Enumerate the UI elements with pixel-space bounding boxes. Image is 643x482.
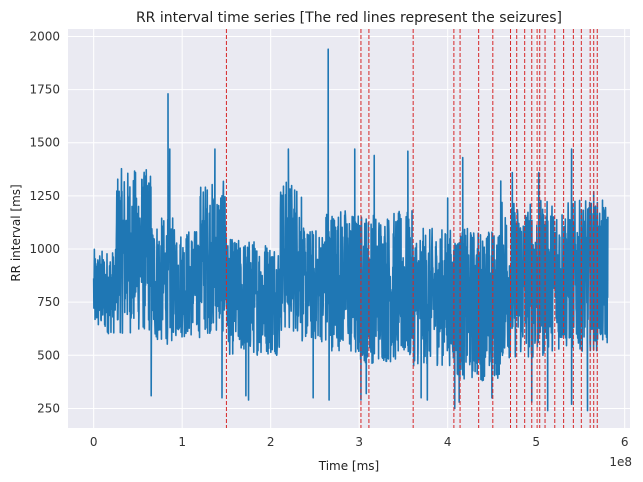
y-tick-label: 250 [37, 401, 60, 415]
y-tick-label: 1250 [29, 189, 60, 203]
x-tick-label: 0 [90, 435, 98, 449]
y-tick-label: 1000 [29, 242, 60, 256]
y-tick-label: 1500 [29, 136, 60, 150]
y-tick-label: 750 [37, 295, 60, 309]
x-axis-label: Time [ms] [318, 459, 380, 473]
x-tick-label: 2 [267, 435, 275, 449]
x-tick-label: 3 [355, 435, 363, 449]
rr-interval-line [92, 48, 609, 412]
seizure-lines [225, 29, 598, 428]
x-tick-label: 6 [621, 435, 629, 449]
chart-title: RR interval time series [The red lines r… [136, 10, 562, 26]
x-axis-ticks: 0 1 2 3 4 5 6 [90, 435, 629, 449]
y-tick-label: 500 [37, 348, 60, 362]
x-tick-label: 4 [444, 435, 452, 449]
rr-interval-series [92, 48, 609, 412]
y-tick-label: 2000 [29, 29, 60, 43]
y-axis-label: RR interval [ms] [9, 184, 23, 281]
x-tick-label: 5 [532, 435, 540, 449]
x-axis-offset-label: 1e8 [609, 455, 632, 469]
x-tick-label: 1 [178, 435, 186, 449]
y-tick-label: 1750 [29, 83, 60, 97]
y-axis-ticks: 250 500 750 1000 1250 1500 1750 2000 [29, 29, 60, 415]
